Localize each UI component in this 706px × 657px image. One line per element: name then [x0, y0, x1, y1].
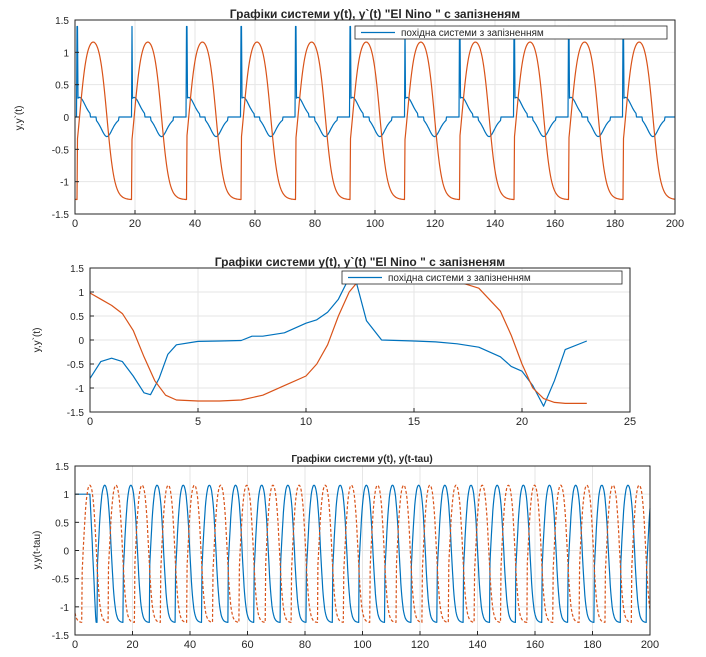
y-tick-label: -1.5 — [52, 210, 70, 221]
x-tick-label: 100 — [353, 639, 371, 651]
y-tick-label: -1.5 — [67, 408, 85, 419]
x-tick-label: 40 — [184, 639, 196, 651]
x-tick-label: 40 — [189, 218, 201, 230]
y-tick-label: 0.5 — [70, 312, 84, 323]
series-line-blue — [74, 25, 676, 138]
y-tick-label: 0.5 — [55, 518, 69, 529]
y-tick-label: 0.5 — [55, 81, 69, 92]
x-tick-label: 15 — [408, 416, 420, 428]
legend-label: похідна системи з запізненням — [401, 28, 544, 39]
series-line-blue — [74, 484, 651, 623]
y-tick-label: 1 — [63, 490, 69, 501]
x-tick-label: 25 — [624, 416, 636, 428]
y-axis-label: y,y(t-tau) — [32, 531, 43, 570]
chart-2: 0 5 10 15 20 25 -1.5 -1 -0.5 0 0.5 1 1.5 Графіки сист… — [31, 255, 636, 428]
x-tick-label: 200 — [641, 639, 659, 651]
series-line-orange — [89, 277, 587, 404]
y-tick-label: -1 — [60, 178, 69, 189]
x-tick-label: 180 — [583, 639, 601, 651]
x-tick-label: 10 — [300, 416, 312, 428]
y-axis-label: y,y`(t) — [31, 328, 43, 353]
chart-title: Графіки системи y(t), y(t-tau) — [291, 453, 432, 465]
legend: похідна системи з запізненням — [354, 25, 668, 40]
y-tick-label: 1 — [78, 288, 84, 299]
y-axis-label: y,y`(t) — [13, 106, 25, 131]
legend: похідна системи з запізненням — [341, 270, 623, 285]
chart-1: 0 20 40 60 80 100 120 140 160 180 200 -1.5 -1 -0.5 0 0.… — [13, 7, 684, 230]
y-tick-label: 1.5 — [55, 16, 69, 27]
chart-3: 0 20 40 60 80 100 120 140 160 180 200 -1.5 -1 -0.5 0 0.… — [32, 453, 659, 651]
x-tick-label: 20 — [516, 416, 528, 428]
x-tick-label: 200 — [666, 218, 684, 230]
y-tick-label: 1.5 — [70, 264, 84, 275]
x-tick-label: 60 — [241, 639, 253, 651]
series-line-orange — [74, 484, 651, 623]
y-tick-label: 0 — [63, 547, 69, 558]
legend-box — [341, 270, 623, 285]
y-tick-label: 1 — [63, 48, 69, 59]
series-line-blue — [89, 277, 588, 407]
y-tick-label: 0 — [63, 113, 69, 124]
x-tick-label: 180 — [606, 218, 624, 230]
chart-title: Графіки системи y(t), y`(t) "El Nino " с… — [230, 7, 521, 21]
x-tick-label: 20 — [126, 639, 138, 651]
x-tick-label: 20 — [129, 218, 141, 230]
y-tick-label: -0.5 — [67, 360, 85, 371]
x-tick-label: 100 — [366, 218, 384, 230]
x-tick-label: 140 — [486, 218, 504, 230]
chart-title: Графіки системи y(t), y`(t) "El Nino " с… — [215, 255, 506, 269]
x-tick-label: 140 — [468, 639, 486, 651]
x-tick-label: 80 — [309, 218, 321, 230]
series-line-orange — [74, 41, 676, 201]
y-tick-label: -1.5 — [52, 631, 70, 642]
y-tick-label: 1.5 — [55, 462, 69, 473]
x-tick-label: 160 — [526, 639, 544, 651]
x-tick-label: 120 — [426, 218, 444, 230]
y-tick-label: -1 — [60, 603, 69, 614]
x-tick-label: 5 — [195, 416, 201, 428]
x-tick-label: 160 — [546, 218, 564, 230]
y-tick-label: -1 — [75, 384, 84, 395]
x-tick-label: 0 — [72, 218, 78, 230]
y-tick-label: -0.5 — [52, 145, 70, 156]
x-tick-label: 60 — [249, 218, 261, 230]
legend-label: похідна системи з запізненням — [388, 273, 531, 284]
x-tick-label: 0 — [87, 416, 93, 428]
y-tick-label: 0 — [78, 336, 84, 347]
legend-box — [354, 25, 668, 40]
x-tick-label: 80 — [299, 639, 311, 651]
x-tick-label: 0 — [72, 639, 78, 651]
y-tick-label: -0.5 — [52, 575, 70, 586]
x-tick-label: 120 — [411, 639, 429, 651]
